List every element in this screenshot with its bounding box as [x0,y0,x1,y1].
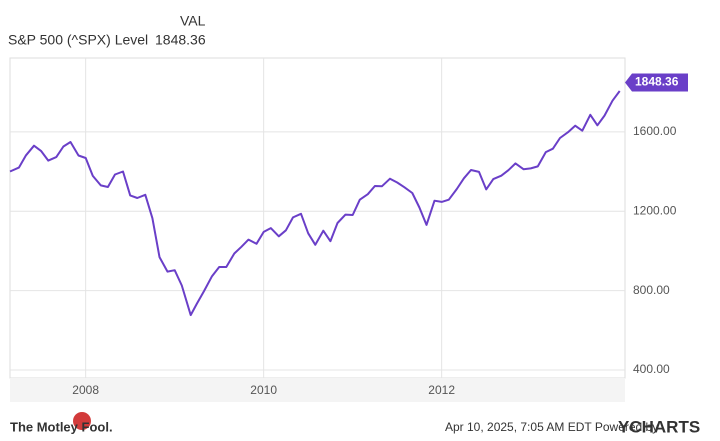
series-line [9,90,621,317]
series-label: S&P 500 (^SPX) Level [8,32,148,48]
x-tick-label: 2008 [72,383,99,397]
brand: The Motley Fool. [10,419,113,434]
provider: YCHARTS [618,417,700,436]
plot-frame [9,57,626,379]
y-tick-label: 800.00 [633,283,670,297]
value-tag [625,73,688,92]
x-tick-label: 2010 [250,383,277,397]
column-header: VAL [180,13,206,29]
y-tick-label: 400.00 [633,362,670,376]
y-tick-label: 1600.00 [633,124,677,138]
current-value: 1848.36 [155,32,206,48]
brand-logo [73,412,91,430]
x-axis-band [10,378,625,402]
x-tick-label: 2012 [428,383,455,397]
value-tag-label: 1848.36 [635,75,679,89]
timestamp: Apr 10, 2025, 7:05 AM EDT Powered by [445,420,658,434]
y-tick-label: 1200.00 [633,203,677,217]
